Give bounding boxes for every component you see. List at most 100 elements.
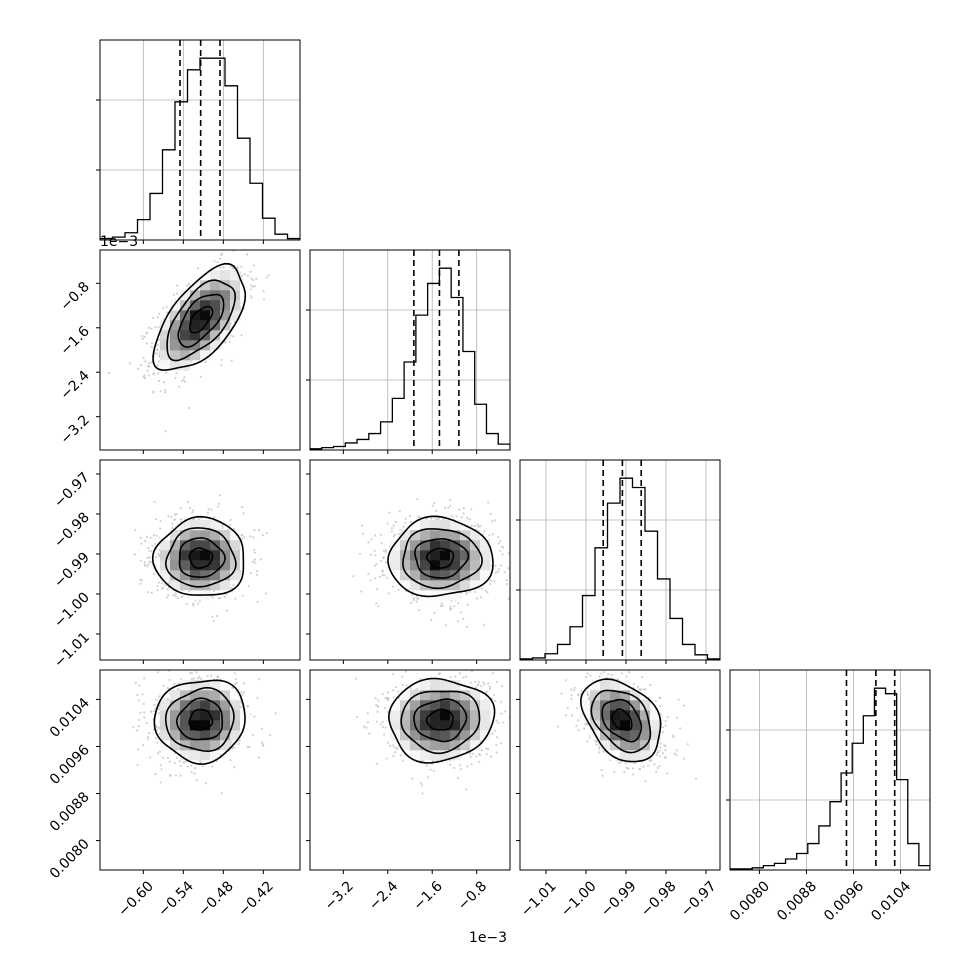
scatter-point [259,558,262,561]
scatter-point [380,559,383,563]
scatter-point [246,705,249,708]
scatter-point [154,737,157,740]
density-cell [180,540,191,551]
scatter-point [186,765,189,768]
density-cell [200,680,211,691]
scatter-point [496,536,500,539]
scatter-point [251,734,255,737]
scatter-point [173,683,176,686]
scatter-point [146,331,149,334]
density-cell [430,540,441,551]
scatter-point [161,586,164,589]
scatter-point [152,572,155,576]
scatter-point [159,527,162,530]
scatter-point [184,760,187,763]
scatter-point [415,600,418,603]
density-cell [180,520,191,531]
scatter-point [167,582,171,585]
scatter-point [264,592,267,595]
density-cell [190,560,201,571]
scatter-point [143,677,146,680]
scatter-point [139,536,142,540]
density-cell [180,360,191,371]
scatter-point [496,570,499,573]
density-cell [170,530,181,541]
density-cell [160,350,171,361]
scatter-point [175,512,178,516]
scatter-point [234,672,237,675]
scatter-point [261,534,264,537]
scatter-point [150,327,153,330]
density-cell [390,560,401,571]
scatter-point [374,577,377,580]
scatter-point [256,573,259,576]
scatter-point [213,516,216,519]
scatter-point [212,651,214,653]
density-cell [170,540,181,551]
contour-2 [164,527,237,588]
scatter-point [185,284,188,287]
scatter-point [160,768,163,771]
density-cell [220,690,231,701]
scatter-point [465,592,468,595]
scatter-point [206,675,209,678]
density-cell [220,720,231,731]
contour-2 [166,279,237,362]
scatter-point [462,617,465,621]
scatter-point [430,517,433,520]
scatter-point [143,563,146,566]
scatter-point [166,756,169,759]
scatter-point [462,512,465,515]
scatter-point [182,761,185,764]
scatter-point [392,535,395,538]
scatter-point [250,284,253,287]
scatter-point [455,515,458,518]
scatter-point [137,699,140,702]
scatter-point [211,615,214,618]
scatter-point [246,745,249,749]
density-cell [200,690,211,701]
scatter-point [139,578,142,582]
density-cell [180,700,191,711]
scatter-point [204,781,208,785]
scatter-point [265,532,268,535]
scatter-point [192,677,195,680]
scatter-point [355,715,359,718]
density-cell [460,580,471,591]
scatter-point [188,506,191,509]
scatter-point [433,611,436,615]
scatter-point [507,597,510,600]
panel-content [132,651,277,795]
scatter-point [466,603,469,606]
density-cell [220,740,231,751]
density-cell [170,310,181,321]
density-cell [450,570,461,581]
density-cell [190,570,201,581]
density-cell [170,710,181,721]
panel-2-0 [96,459,301,664]
scatter-point [375,602,378,605]
scatter-point [154,542,157,546]
scatter-point [148,556,151,559]
scatter-point [479,525,482,528]
density-cell [210,340,221,351]
scatter-point [182,378,185,381]
diag-panel-3 [726,669,931,874]
scatter-point [503,571,506,574]
scatter-point [507,567,510,570]
scatter-point [499,549,502,552]
density-cell [200,520,211,531]
scatter-point [250,277,253,280]
scatter-point [443,506,446,509]
scatter-point [155,517,158,521]
scatter-point [154,326,157,329]
density-cell [200,540,211,551]
density-cell [180,340,191,351]
density-cell [180,750,191,761]
scatter-point [192,604,195,607]
scatter-point [482,623,485,627]
scatter-point [392,672,395,676]
scatter-point [168,760,171,763]
scatter-point [178,385,181,388]
scatter-point [453,605,456,608]
